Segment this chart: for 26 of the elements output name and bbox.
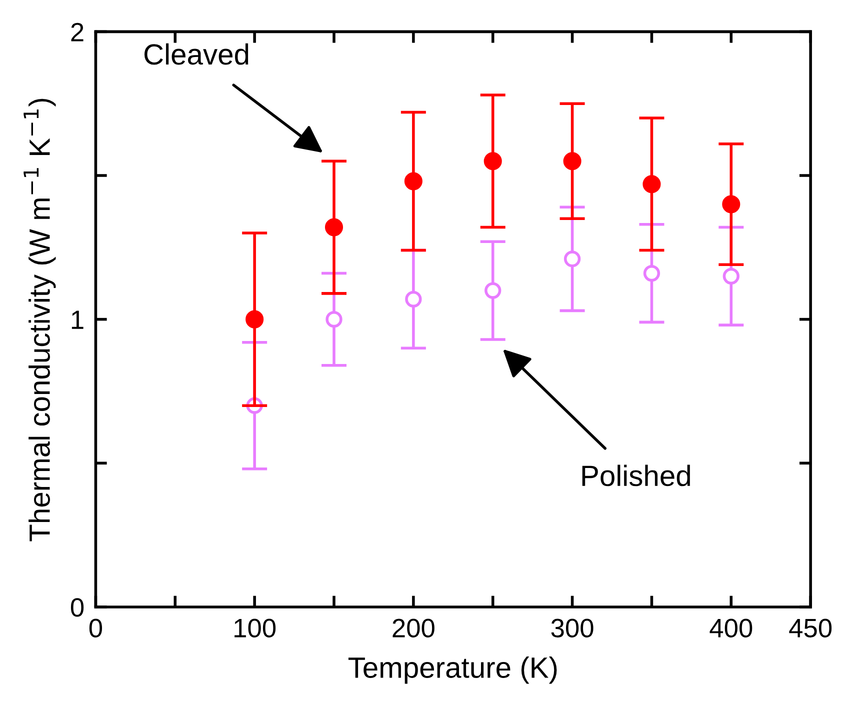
point — [484, 152, 502, 170]
point — [404, 172, 422, 190]
point — [564, 250, 581, 268]
x-tick-label: 200 — [392, 618, 434, 638]
point — [326, 310, 342, 328]
point — [484, 282, 502, 299]
x-tick-label: 100 — [234, 618, 276, 638]
y-tick-label: 1 — [72, 310, 84, 329]
x-tick-label: 300 — [551, 618, 594, 638]
annotation: Cleaved — [144, 43, 248, 65]
point — [643, 264, 660, 282]
x-axis-title: Temperature (K) — [348, 656, 557, 684]
x-tick-label: 400 — [710, 618, 752, 638]
y-tick-label: 0 — [70, 598, 84, 617]
y-tick-label: 2 — [71, 22, 84, 42]
x-tick-label: 450 — [789, 618, 832, 638]
point — [722, 195, 740, 214]
point — [722, 268, 740, 285]
point — [642, 175, 661, 194]
point — [324, 218, 344, 236]
point — [405, 290, 422, 308]
point — [563, 152, 582, 170]
point — [246, 310, 264, 328]
x-tick-label: 0 — [89, 618, 102, 638]
annotation: Polished — [582, 464, 690, 486]
y-axis-title: Thermal conductivity (W m$^{−1}$ K$^{−1}$) — [24, 98, 56, 542]
